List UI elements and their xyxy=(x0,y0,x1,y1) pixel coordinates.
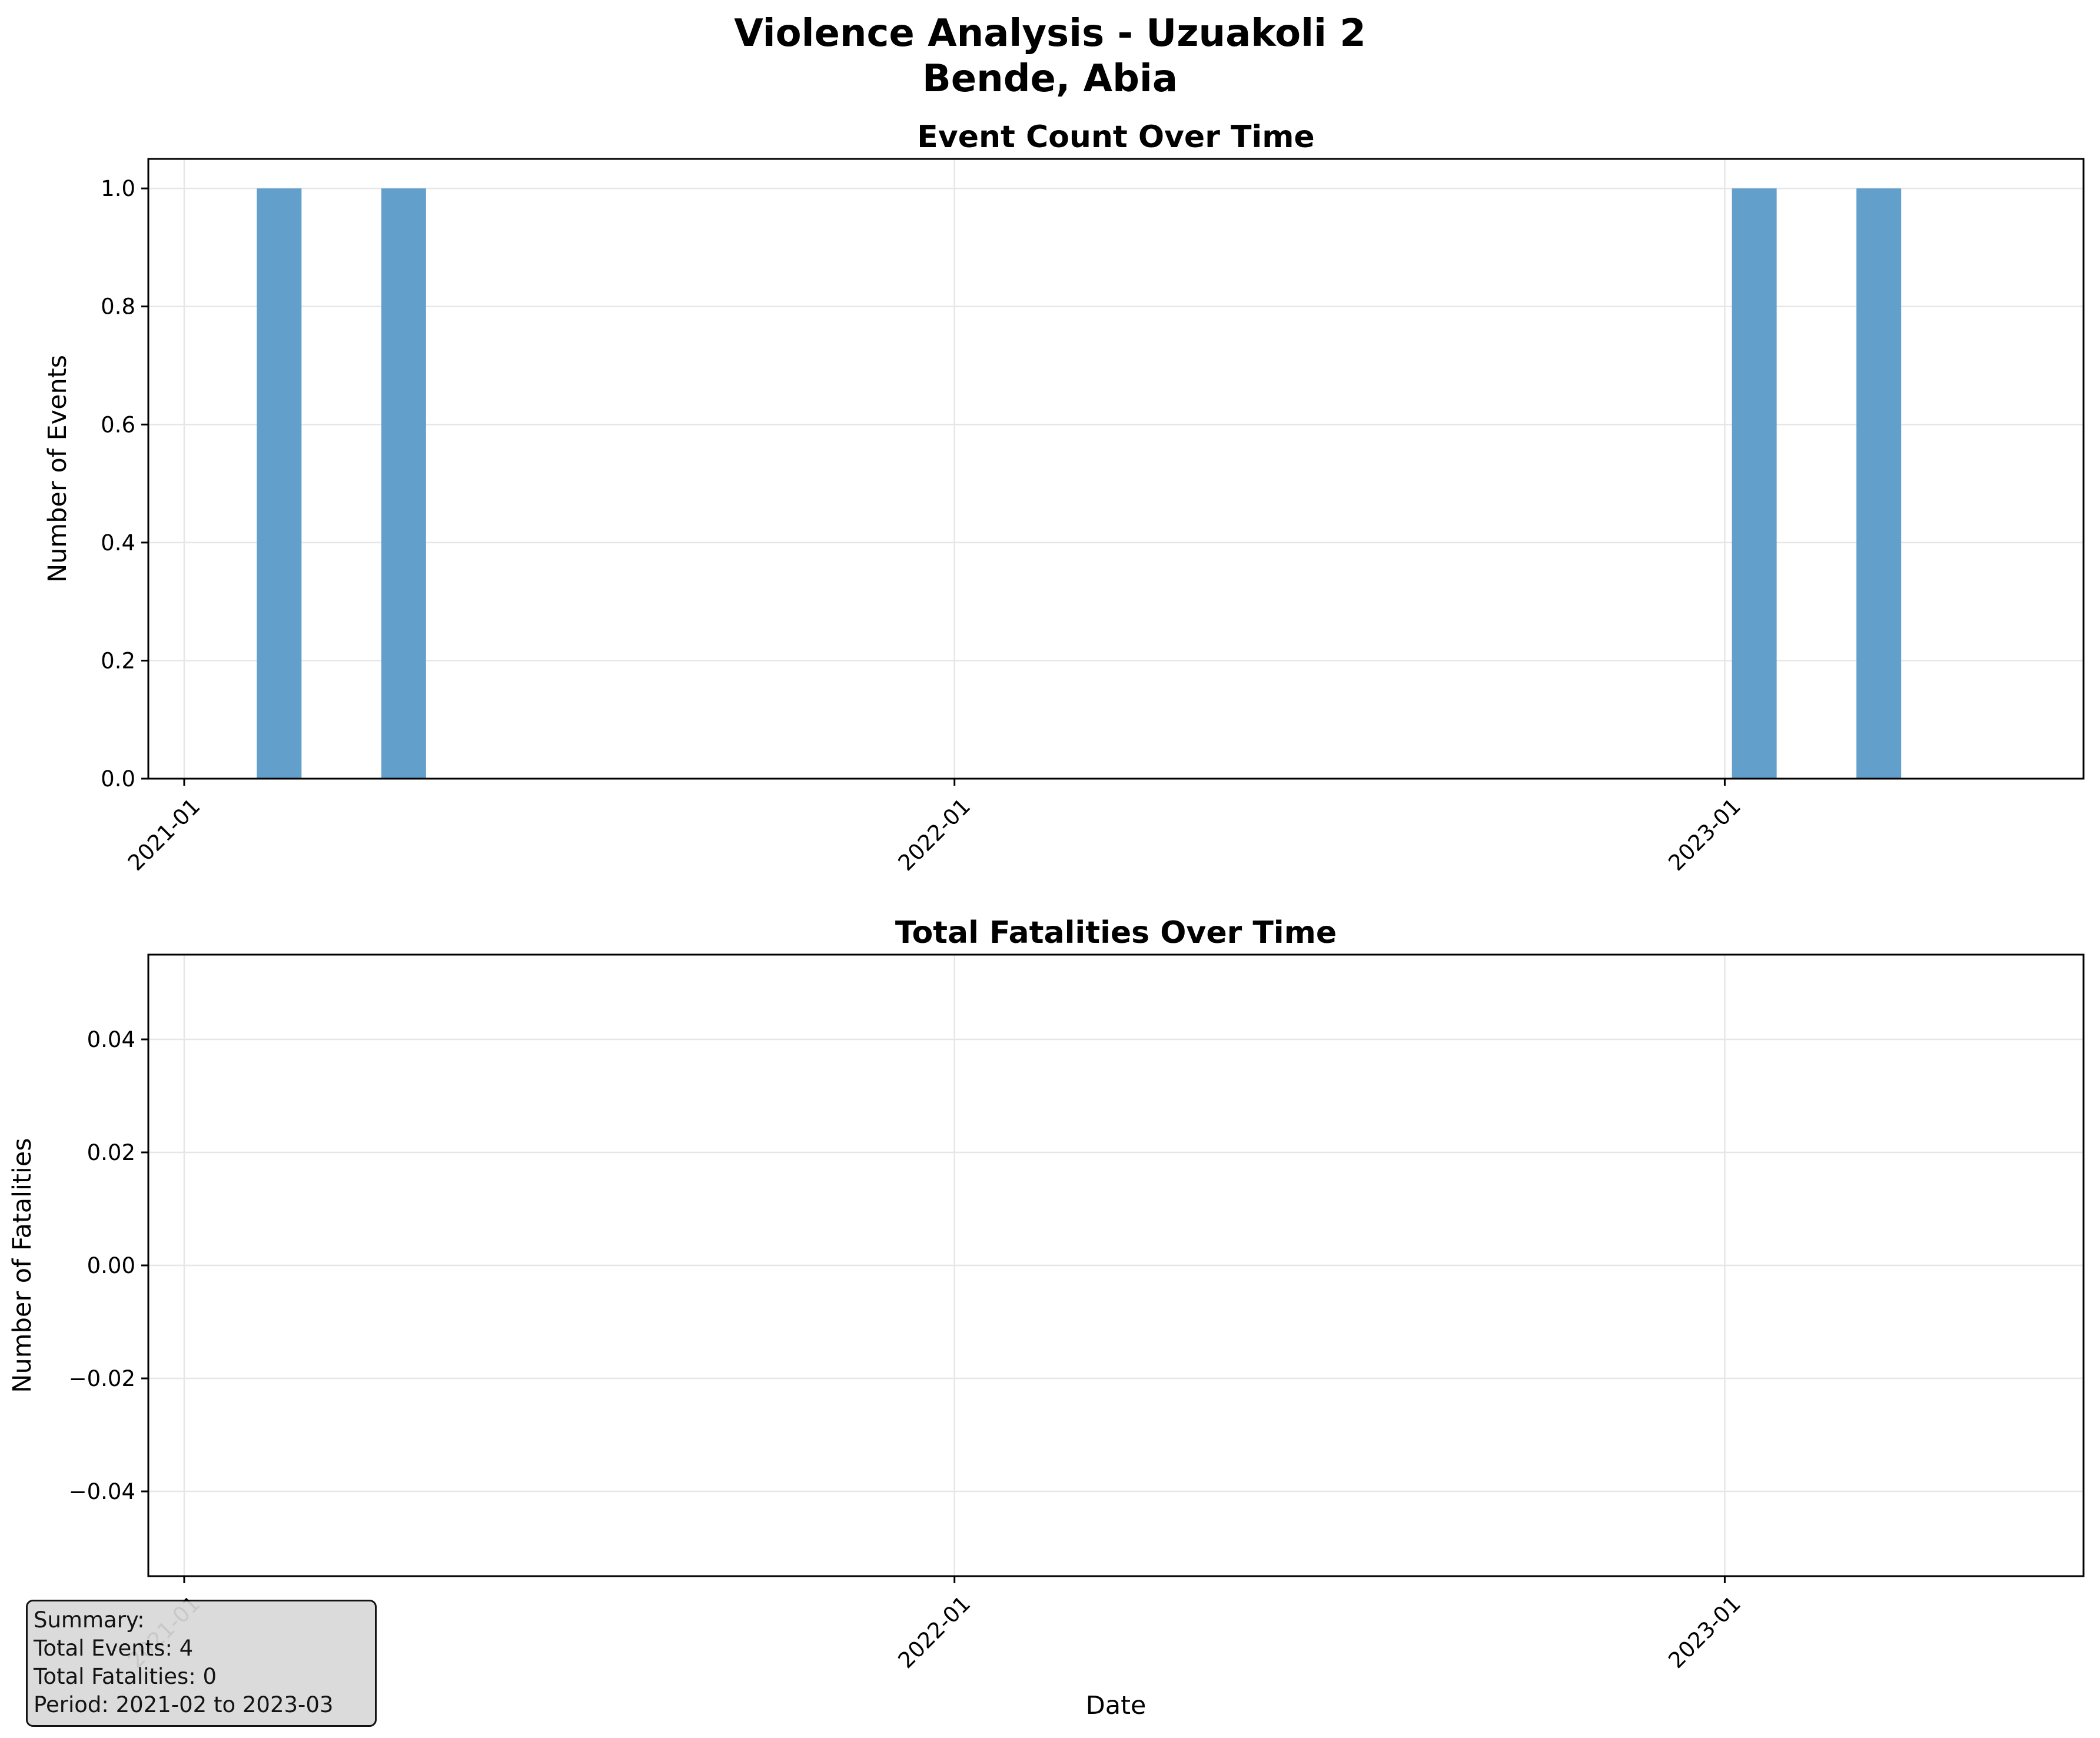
x-tick-label: 2023-01 xyxy=(1663,793,1746,876)
summary-box: Summary: Total Events: 4 Total Fatalitie… xyxy=(26,1600,377,1727)
y-tick-label: 0.4 xyxy=(101,530,135,556)
y-tick-label: 0.04 xyxy=(87,1027,135,1052)
figure-title-line2: Bende, Abia xyxy=(922,57,1178,101)
figure-title-line1: Violence Analysis - Uzuakoli 2 xyxy=(734,12,1366,55)
event-bar xyxy=(1856,188,1902,779)
y-tick-label: 0.2 xyxy=(101,648,135,673)
x-tick-label: 2023-01 xyxy=(1663,1591,1746,1673)
event-bar xyxy=(1732,188,1777,779)
y-tick-label: 0.00 xyxy=(87,1253,135,1278)
x-tick-label: 2021-01 xyxy=(123,793,205,876)
y-tick-label: −0.04 xyxy=(69,1479,135,1504)
y-tick-label: −0.02 xyxy=(69,1366,135,1391)
y-tick-label: 0.0 xyxy=(101,766,135,792)
y-tick-label: 0.6 xyxy=(101,412,135,437)
y-tick-label: 1.0 xyxy=(101,176,135,201)
y-axis-label: Number of Fatalities xyxy=(8,1138,37,1393)
summary-heading: Summary: xyxy=(34,1607,145,1633)
axes-title: Total Fatalities Over Time xyxy=(895,915,1337,951)
summary-total-fatalities: Total Fatalities: 0 xyxy=(34,1664,217,1689)
summary-total-events: Total Events: 4 xyxy=(34,1636,194,1661)
axes-title: Event Count Over Time xyxy=(917,119,1314,155)
y-axis-label: Number of Events xyxy=(43,355,72,583)
y-tick-label: 0.8 xyxy=(101,294,135,320)
axes-frame xyxy=(147,158,2085,780)
event-count-chart: 0.0 0.2 0.4 0.6 0.8 1.0 2021-01 2022-01 2023-01 E… xyxy=(43,119,2085,876)
x-tick-label: 2022-01 xyxy=(893,1591,976,1673)
summary-period: Period: 2021-02 to 2023-03 xyxy=(34,1692,334,1717)
event-bar xyxy=(381,188,426,779)
x-tick-label: 2022-01 xyxy=(893,793,976,876)
x-axis-label: Date xyxy=(1086,1691,1147,1720)
event-bar xyxy=(257,188,302,779)
y-tick-label: 0.02 xyxy=(87,1140,135,1165)
